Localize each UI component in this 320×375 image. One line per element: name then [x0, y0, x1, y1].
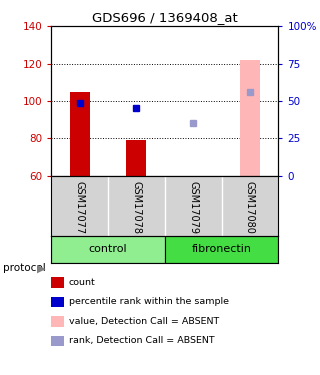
Text: control: control: [89, 244, 127, 254]
Bar: [240, 60, 260, 176]
Text: value, Detection Call = ABSENT: value, Detection Call = ABSENT: [69, 317, 219, 326]
Text: rank, Detection Call = ABSENT: rank, Detection Call = ABSENT: [69, 336, 214, 345]
Text: percentile rank within the sample: percentile rank within the sample: [69, 297, 229, 306]
Text: GSM17078: GSM17078: [132, 180, 141, 234]
Text: GSM17080: GSM17080: [245, 180, 255, 233]
Text: fibronectin: fibronectin: [192, 244, 252, 254]
Text: ▶: ▶: [37, 264, 45, 274]
Bar: [165, 236, 278, 262]
Bar: [126, 140, 146, 176]
Title: GDS696 / 1369408_at: GDS696 / 1369408_at: [92, 11, 238, 24]
Text: count: count: [69, 278, 96, 287]
Text: GSM17079: GSM17079: [188, 180, 198, 234]
Bar: [51, 236, 165, 262]
Bar: [70, 92, 90, 176]
Text: GSM17077: GSM17077: [75, 180, 84, 234]
Text: protocol: protocol: [3, 263, 46, 273]
